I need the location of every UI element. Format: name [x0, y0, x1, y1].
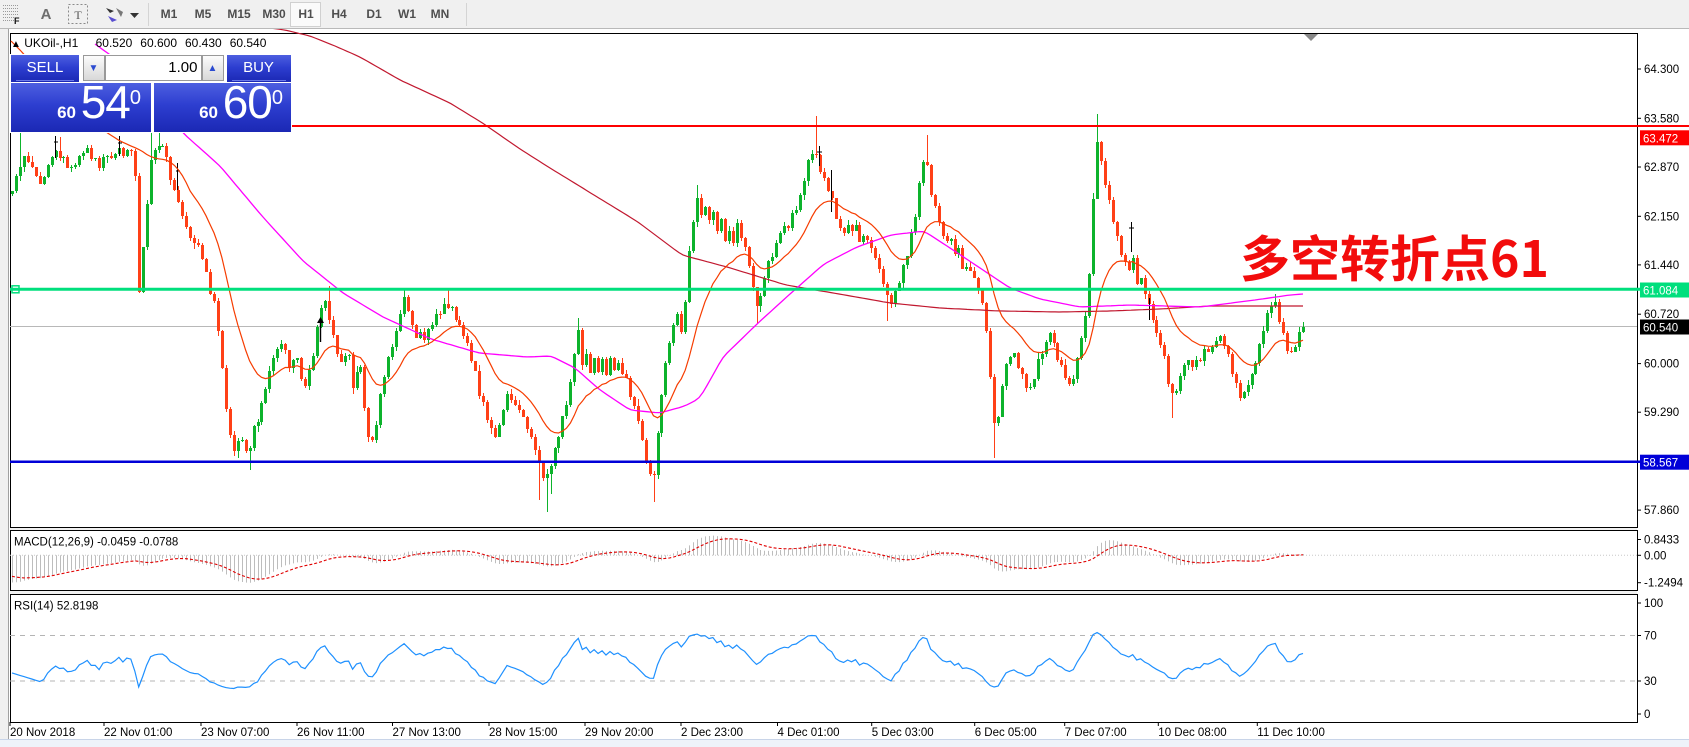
- svg-text:60.540: 60.540: [1643, 323, 1678, 335]
- svg-text:5 Dec 03:00: 5 Dec 03:00: [872, 727, 934, 739]
- svg-text:62.870: 62.870: [1644, 162, 1679, 174]
- svg-text:F: F: [14, 16, 20, 26]
- svg-text:26 Nov 11:00: 26 Nov 11:00: [297, 727, 365, 739]
- svg-text:6 Dec 05:00: 6 Dec 05:00: [975, 727, 1037, 739]
- svg-text:MACD(12,26,9) -0.0459 -0.0788: MACD(12,26,9) -0.0459 -0.0788: [14, 537, 178, 549]
- svg-text:59.290: 59.290: [1644, 407, 1679, 419]
- svg-text:11 Dec 10:00: 11 Dec 10:00: [1257, 727, 1325, 739]
- svg-text:4 Dec 01:00: 4 Dec 01:00: [778, 727, 840, 739]
- svg-text:58.567: 58.567: [1643, 458, 1678, 470]
- svg-text:60.000: 60.000: [1644, 359, 1679, 371]
- svg-text:27 Nov 13:00: 27 Nov 13:00: [393, 727, 461, 739]
- svg-text:29 Nov 20:00: 29 Nov 20:00: [585, 727, 653, 739]
- svg-text:0: 0: [1644, 709, 1650, 721]
- svg-text:T: T: [74, 8, 82, 22]
- svg-text:22 Nov 01:00: 22 Nov 01:00: [104, 727, 172, 739]
- svg-text:100: 100: [1644, 598, 1663, 610]
- svg-text:2 Dec 23:00: 2 Dec 23:00: [681, 727, 743, 739]
- svg-text:7 Dec 07:00: 7 Dec 07:00: [1065, 727, 1127, 739]
- svg-text:20 Nov 2018: 20 Nov 2018: [10, 727, 75, 739]
- svg-text:63.580: 63.580: [1644, 113, 1679, 125]
- svg-text:0.00: 0.00: [1644, 550, 1666, 562]
- svg-text:63.472: 63.472: [1643, 133, 1678, 145]
- svg-text:57.860: 57.860: [1644, 505, 1679, 517]
- svg-text:28 Nov 15:00: 28 Nov 15:00: [489, 727, 557, 739]
- svg-text:RSI(14) 52.8198: RSI(14) 52.8198: [14, 601, 98, 613]
- svg-text:30: 30: [1644, 676, 1657, 688]
- svg-text:-1.2494: -1.2494: [1644, 578, 1684, 590]
- svg-text:60.720: 60.720: [1644, 309, 1679, 321]
- svg-text:62.150: 62.150: [1644, 211, 1679, 223]
- svg-text:70: 70: [1644, 631, 1657, 643]
- svg-text:64.300: 64.300: [1644, 64, 1679, 76]
- svg-text:10 Dec 08:00: 10 Dec 08:00: [1158, 727, 1226, 739]
- svg-text:23 Nov 07:00: 23 Nov 07:00: [201, 727, 269, 739]
- svg-text:61.084: 61.084: [1643, 286, 1679, 298]
- svg-text:0.8433: 0.8433: [1644, 535, 1679, 547]
- svg-text:61.440: 61.440: [1644, 260, 1679, 272]
